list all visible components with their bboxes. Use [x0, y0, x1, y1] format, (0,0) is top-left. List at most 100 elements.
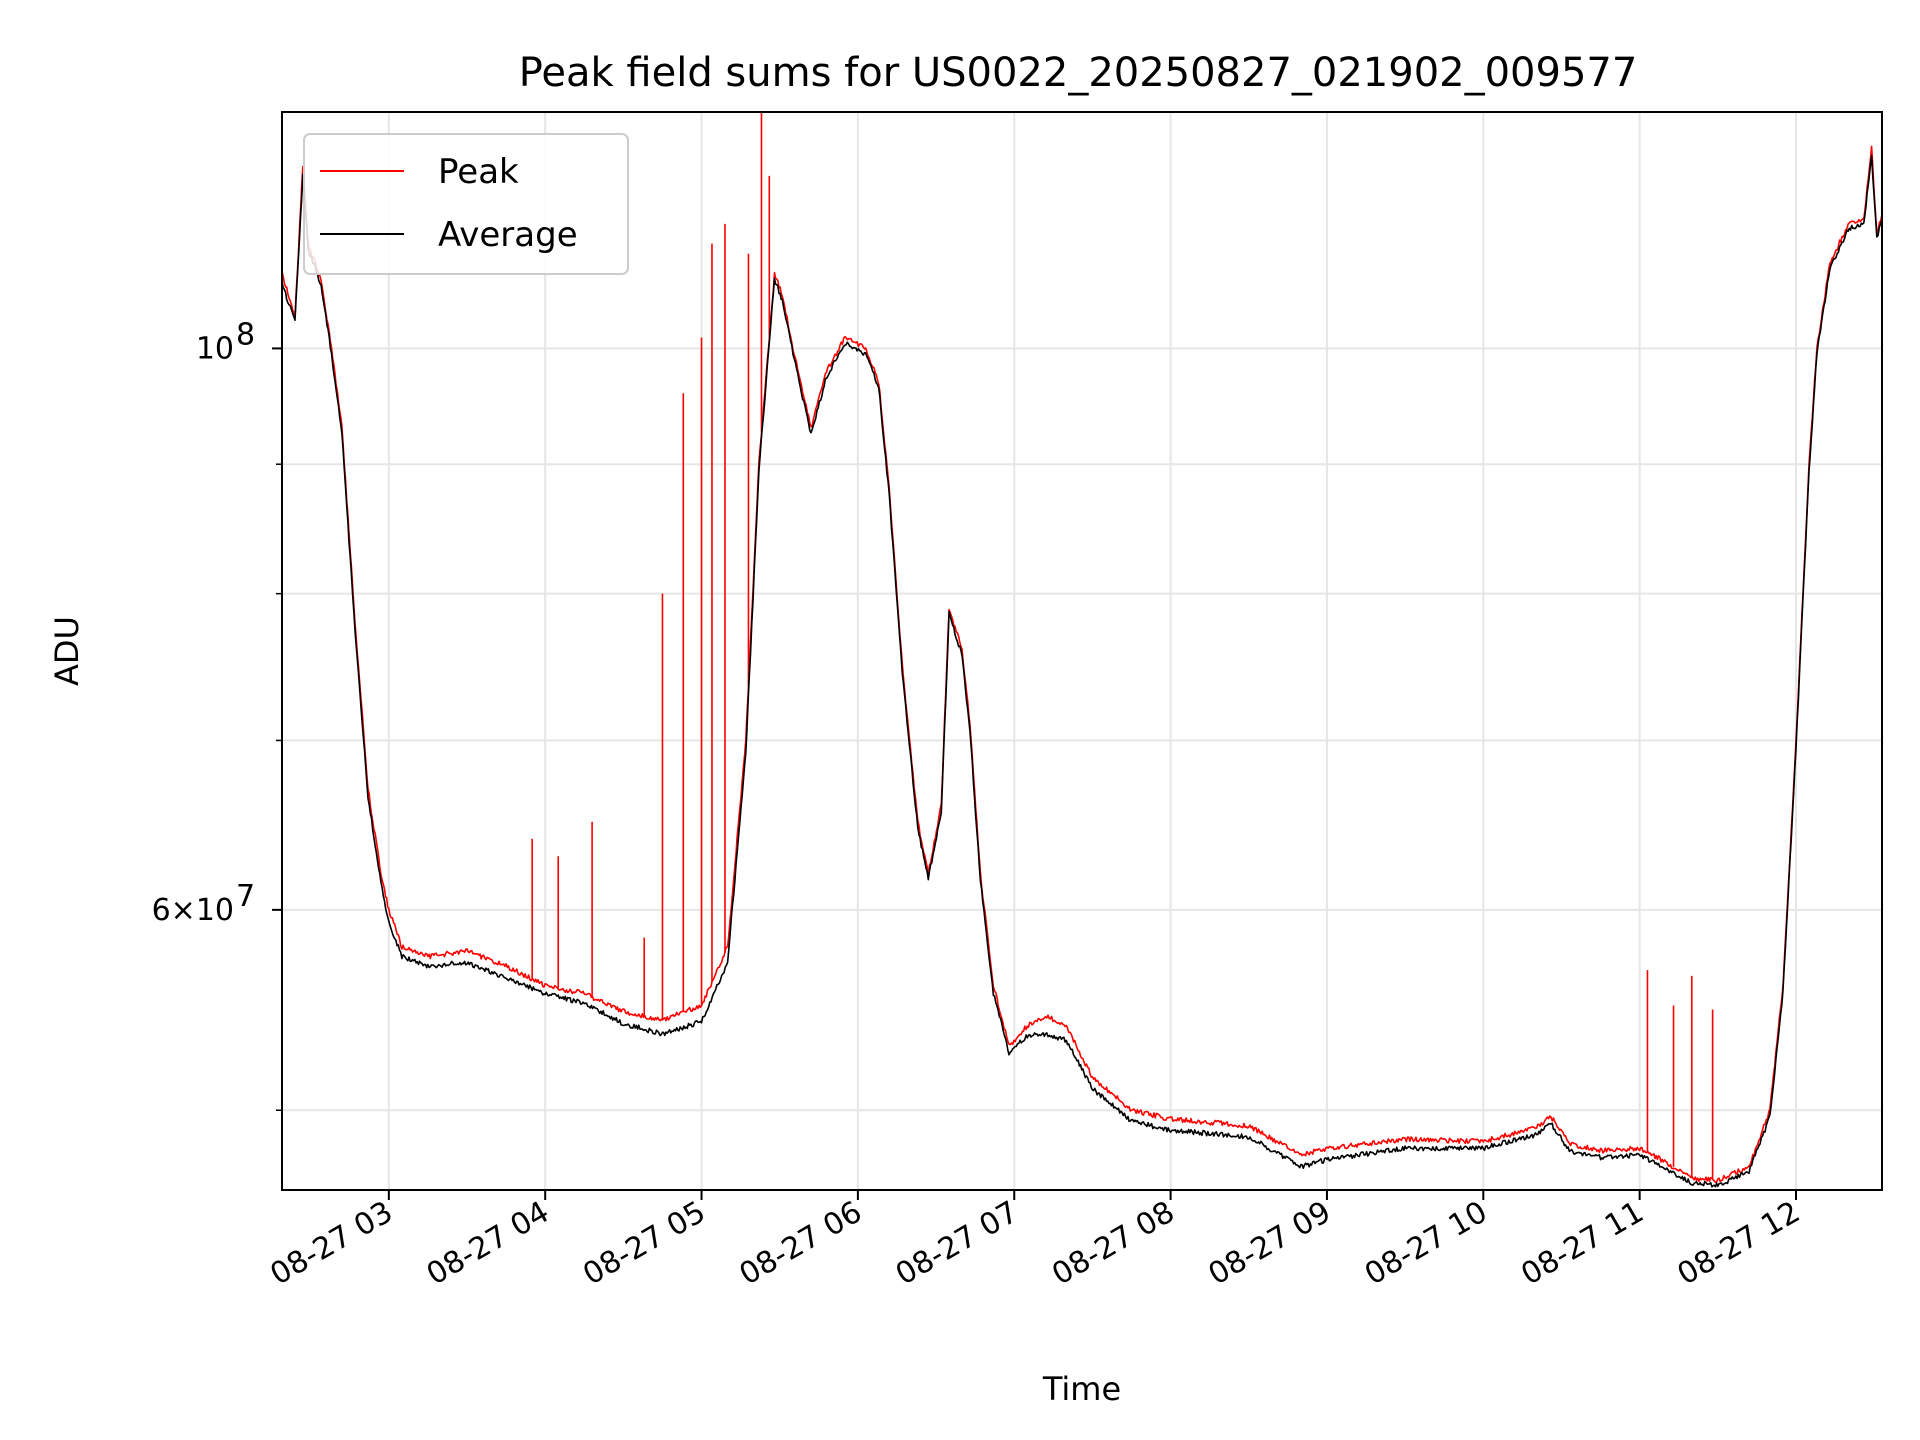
data-point	[1847, 223, 1849, 225]
data-point	[1717, 1180, 1719, 1182]
data-point	[927, 878, 929, 880]
y-tick-label-base: 10	[196, 331, 234, 366]
data-point	[1008, 1045, 1010, 1047]
data-point	[774, 273, 776, 275]
data-point	[1847, 228, 1849, 230]
series-peak	[282, 112, 1882, 1183]
data-point	[1045, 1033, 1047, 1035]
data-point	[1066, 1039, 1068, 1041]
data-point	[294, 320, 296, 322]
data-point	[1066, 1025, 1068, 1027]
data-point	[878, 381, 880, 383]
data-point	[583, 993, 585, 995]
chart-title: Peak field sums for US0022_20250827_0219…	[519, 50, 1638, 96]
data-point	[367, 796, 369, 798]
data-point	[878, 387, 880, 389]
data-point	[1639, 1154, 1641, 1156]
data-point	[544, 993, 546, 995]
data-point	[774, 278, 776, 280]
plot-frame	[281, 111, 1883, 1191]
data-point	[844, 337, 846, 339]
data-point	[865, 353, 867, 355]
data-point	[466, 950, 468, 952]
data-point	[1871, 147, 1873, 149]
data-point	[1535, 1127, 1537, 1129]
data-point	[388, 909, 390, 911]
data-point	[865, 348, 867, 350]
data-point	[1600, 1150, 1602, 1152]
data-point	[505, 965, 507, 967]
data-point	[1170, 1118, 1172, 1120]
data-point	[1092, 1088, 1094, 1090]
data-point	[505, 977, 507, 979]
data-point	[1600, 1157, 1602, 1159]
data-point	[1769, 1116, 1771, 1118]
grid	[282, 112, 1882, 1190]
legend-label-average: Average	[438, 215, 578, 255]
data-point	[948, 612, 950, 614]
data-point	[888, 494, 890, 496]
data-point	[1550, 1116, 1552, 1118]
data-point	[1248, 1136, 1250, 1138]
data-point	[1326, 1159, 1328, 1161]
data-point	[1045, 1015, 1047, 1017]
data-point	[826, 375, 828, 377]
data-point	[583, 1003, 585, 1005]
data-point	[1863, 223, 1865, 225]
data-point	[993, 993, 995, 995]
data-point	[1404, 1138, 1406, 1140]
data-point	[1026, 1035, 1028, 1037]
data-point	[427, 956, 429, 958]
data-point	[1483, 1147, 1485, 1149]
y-axis-label: ADU	[48, 616, 86, 686]
data-point	[1665, 1168, 1667, 1170]
data-point	[1131, 1120, 1133, 1122]
series-line-peak	[282, 145, 1882, 1183]
series-average	[282, 154, 1882, 1188]
data-point	[401, 946, 403, 948]
data-point	[1300, 1154, 1302, 1156]
data-point	[917, 828, 919, 830]
data-point	[1568, 1143, 1570, 1145]
data-point	[940, 811, 942, 813]
data-point	[1665, 1161, 1667, 1163]
data-point	[782, 294, 784, 296]
data-point	[320, 284, 322, 286]
data-point	[544, 985, 546, 987]
data-point	[1568, 1150, 1570, 1152]
data-point	[948, 607, 950, 609]
data-point	[1639, 1147, 1641, 1149]
legend-box	[303, 133, 629, 275]
data-point	[1829, 268, 1831, 270]
data-point	[1131, 1109, 1133, 1111]
data-point	[961, 655, 963, 657]
data-point	[1026, 1025, 1028, 1027]
data-point	[1782, 991, 1784, 993]
data-point	[1326, 1147, 1328, 1149]
data-point	[969, 730, 971, 732]
series-layer	[282, 112, 1882, 1188]
data-point	[388, 922, 390, 924]
data-point	[662, 1033, 664, 1035]
data-point	[1808, 470, 1810, 472]
y-tick-label-exponent: 8	[236, 317, 255, 352]
data-point	[1300, 1166, 1302, 1168]
data-point	[354, 628, 356, 630]
data-point	[427, 965, 429, 967]
data-point	[901, 671, 903, 673]
x-axis-label: Time	[1042, 1370, 1121, 1408]
data-point	[623, 1011, 625, 1013]
data-point	[1691, 1182, 1693, 1184]
data-point	[810, 433, 812, 435]
data-point	[1550, 1123, 1552, 1125]
data-point	[401, 956, 403, 958]
data-point	[1876, 238, 1878, 240]
data-point	[795, 364, 797, 366]
y-tick-label-exponent: 7	[236, 879, 255, 914]
data-point	[1748, 1170, 1750, 1172]
data-point	[701, 1021, 703, 1023]
data-point	[1717, 1184, 1719, 1186]
data-point	[341, 433, 343, 435]
data-point	[1795, 748, 1797, 750]
